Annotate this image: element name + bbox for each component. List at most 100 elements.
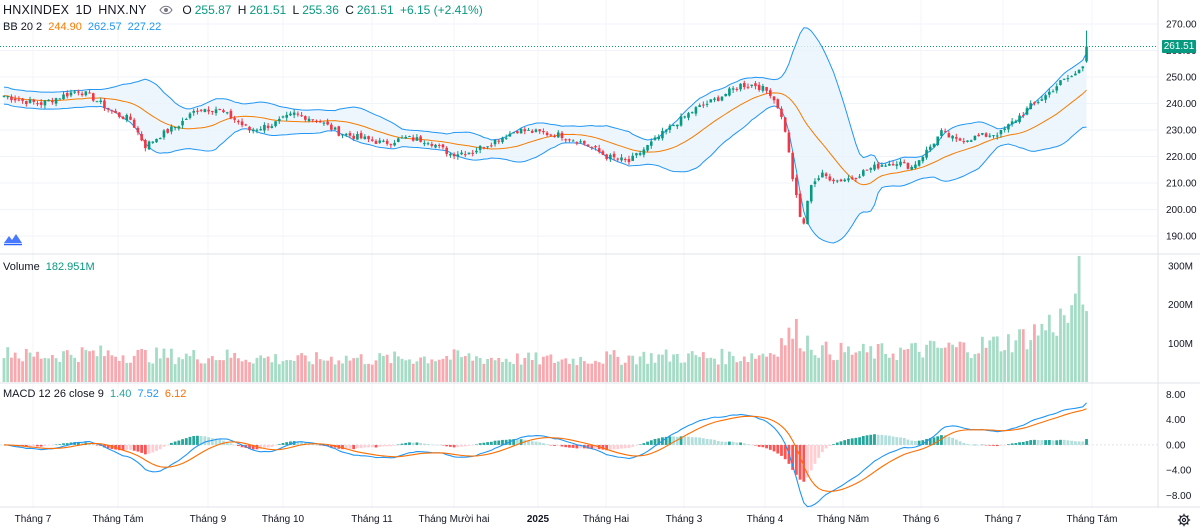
volume-bar [1066, 322, 1070, 382]
symbol-name[interactable]: HNXINDEX [3, 3, 70, 17]
macd-histogram-bar [865, 435, 869, 445]
macd-histogram-bar [635, 444, 638, 446]
macd-tick-label: −4.00 [1166, 466, 1192, 477]
macd-histogram-bar [203, 436, 207, 445]
volume-bar [731, 355, 735, 382]
volume-bar [545, 355, 549, 382]
macd-histogram-bar [318, 444, 322, 446]
candle-body [177, 126, 181, 129]
candle-body [813, 181, 817, 185]
candle-body [936, 136, 940, 145]
macd-histogram-bar [315, 444, 318, 446]
volume-bar [590, 363, 594, 382]
macd-histogram-bar [649, 440, 653, 445]
volume-bar [508, 361, 512, 382]
macd-line [3, 402, 1087, 508]
candle-body [296, 113, 300, 115]
candle-body [419, 136, 422, 142]
candle-body [1033, 102, 1036, 104]
candle-body [214, 109, 218, 114]
candle-body [594, 146, 597, 148]
candle-body [821, 172, 824, 178]
volume-bar [452, 349, 456, 382]
gear-icon[interactable] [1177, 513, 1191, 527]
candle-body [449, 153, 452, 156]
bb-legend[interactable]: BB 20 2 244.90 262.57 227.22 [3, 21, 164, 33]
candle-body [151, 141, 155, 143]
candle-body [1044, 95, 1047, 100]
time-tick-label: Tháng Năm [817, 514, 869, 525]
macd-histogram-bar [623, 444, 627, 449]
volume-bar [828, 354, 832, 382]
volume-tick-label: 200M [1168, 300, 1193, 311]
candle-body [914, 164, 917, 168]
volume-bar [322, 360, 326, 382]
candle-body [367, 136, 370, 140]
macd-line-value: 7.52 [137, 388, 159, 400]
macd-histogram-bar [832, 444, 835, 445]
symbol-legend[interactable]: HNXINDEX 1D HNX.NY O 255.87 H 261.51 L 255.… [3, 3, 489, 17]
volume-bar [902, 349, 906, 382]
volume-bar [813, 355, 817, 382]
volume-bar [973, 354, 977, 382]
candle-body [560, 132, 564, 138]
volume-bar [620, 364, 623, 382]
candle-body [583, 140, 586, 144]
close-value: 261.51 [356, 3, 394, 17]
volume-bar [348, 360, 352, 382]
candle-body [211, 111, 214, 113]
volume-legend[interactable]: Volume 182.951M [3, 261, 98, 273]
tradingview-logo-icon[interactable] [3, 232, 23, 246]
volume-bar [292, 360, 296, 382]
candle-body [757, 84, 761, 90]
candle-body [184, 118, 188, 120]
volume-bar [389, 363, 393, 382]
macd-histogram-bar [586, 444, 590, 449]
candle-body [843, 179, 847, 182]
macd-histogram-bar [1036, 440, 1040, 445]
candle-body [359, 133, 363, 139]
volume-bar [683, 362, 687, 382]
candle-body [493, 139, 497, 145]
volume-bar [88, 351, 91, 382]
volume-bar [188, 356, 192, 382]
volume-bar [661, 354, 664, 382]
volume-bar [259, 355, 263, 382]
macd-histogram-bar [188, 436, 192, 445]
volume-bar [28, 352, 32, 382]
candle-body [330, 124, 333, 130]
volume-bar [720, 348, 724, 382]
macd-histogram-bar [1059, 439, 1062, 445]
bb-upper-value: 262.57 [87, 21, 122, 33]
volume-bar [255, 357, 259, 382]
macd-histogram-bar [791, 444, 795, 470]
volume-bar [977, 353, 981, 382]
candle-body [791, 152, 794, 179]
volume-bar [166, 357, 170, 382]
volume-bar [471, 360, 475, 382]
volume-bar [434, 361, 437, 382]
candle-body [724, 93, 727, 97]
volume-bar [463, 356, 467, 382]
candle-body [616, 158, 620, 160]
candle-body [192, 111, 196, 113]
volume-bar [921, 357, 925, 382]
candle-body [579, 141, 582, 143]
volume-bar [635, 364, 638, 382]
candle-body [1029, 103, 1033, 110]
macd-histogram-bar [1047, 440, 1051, 445]
candle-body [702, 104, 705, 106]
macd-histogram-bar [270, 444, 274, 447]
macd-histogram-bar [616, 444, 620, 450]
volume-bar [281, 361, 285, 382]
candle-body [162, 130, 166, 138]
macd-histogram-bar [419, 443, 423, 445]
candle-body [69, 92, 73, 96]
macd-histogram-bar [1055, 440, 1059, 445]
volume-bar [969, 358, 973, 382]
volume-bar [475, 356, 478, 382]
eye-icon[interactable] [159, 5, 173, 15]
macd-legend[interactable]: MACD 12 26 close 9 1.40 7.52 6.12 [3, 388, 189, 400]
macd-histogram-bar [921, 440, 925, 445]
